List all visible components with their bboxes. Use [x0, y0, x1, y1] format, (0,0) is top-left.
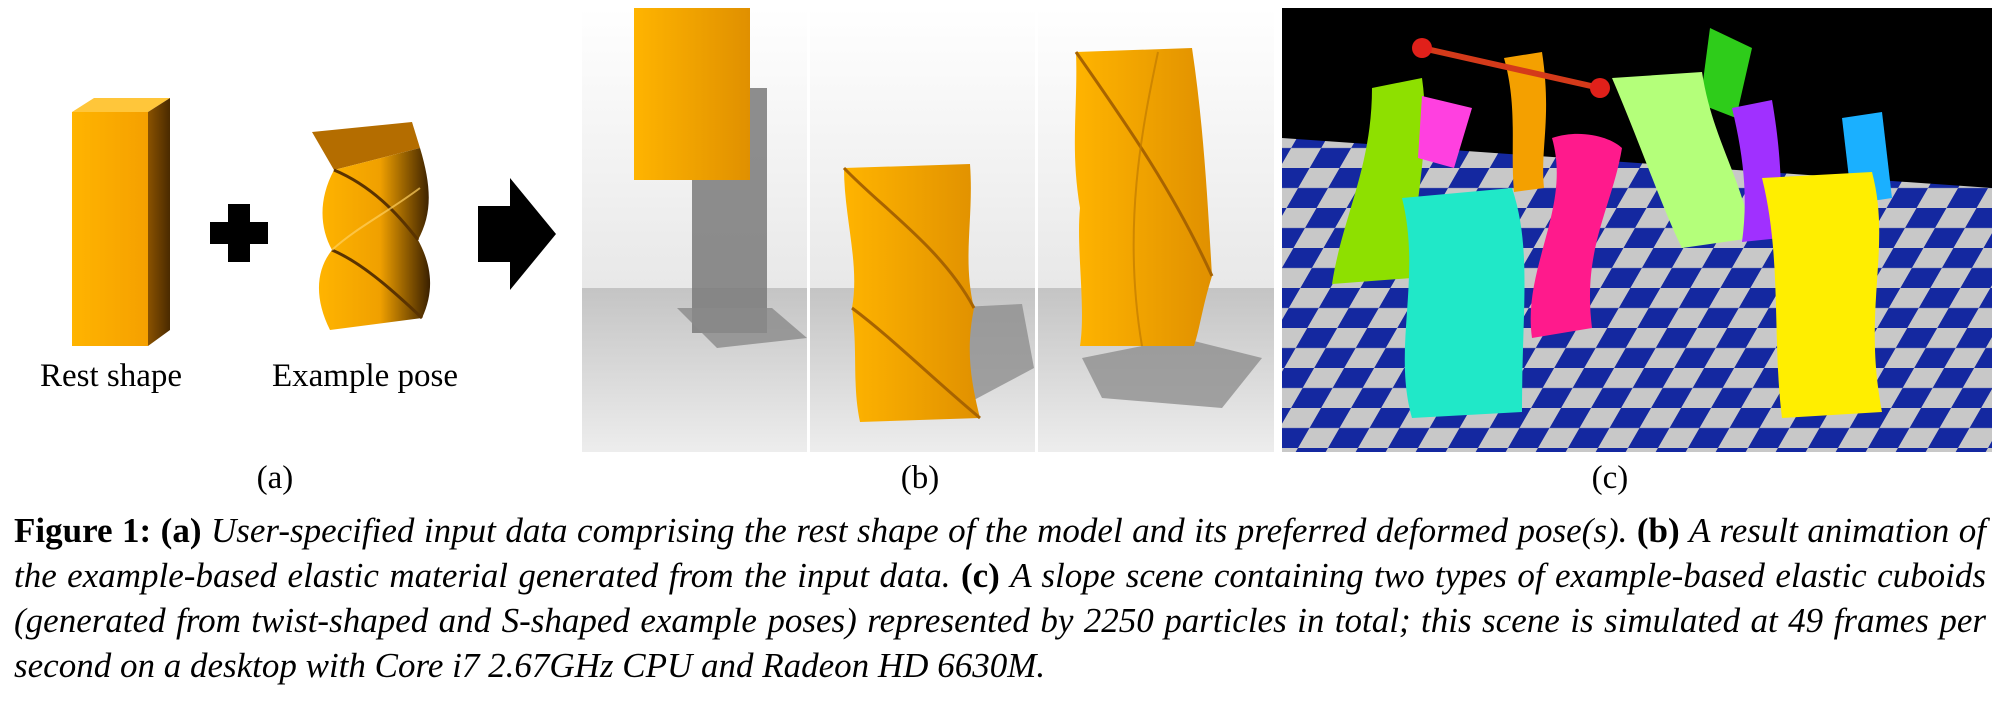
panel-c-illustration: [1282, 8, 1992, 452]
cuboid-teal: [1402, 188, 1525, 418]
drag-handle-end[interactable]: [1590, 78, 1610, 98]
drag-handle-line[interactable]: [1421, 45, 1601, 91]
caption-tag-a: (a): [160, 511, 202, 550]
panel-c: [1282, 8, 1992, 452]
cuboid-light-green: [1612, 72, 1752, 248]
example-pose-cuboid: [312, 122, 431, 330]
rest-shape-label: Rest shape: [40, 358, 183, 394]
figure-label: Figure 1:: [14, 511, 152, 550]
cuboid-lime: [1332, 78, 1425, 284]
subfigure-label-a: (a): [256, 460, 294, 496]
plus-icon: [210, 204, 268, 262]
caption-text-c: A slope scene containing two types of ex…: [14, 556, 1987, 685]
rest-shape-cuboid: [72, 98, 170, 346]
caption-tag-c: (c): [960, 556, 1000, 595]
cuboid-orange: [1504, 52, 1547, 192]
panel-b-illustration: [582, 8, 1274, 452]
caption-tag-b: (b): [1636, 511, 1680, 550]
figure-caption: Figure 1: (a) User-specified input data …: [14, 508, 1986, 688]
drag-handle-start[interactable]: [1412, 38, 1432, 58]
caption-text-b: A result animation of the example-based …: [14, 511, 1986, 595]
caption-text-a: User-specified input data comprising the…: [210, 511, 1628, 550]
subfigure-label-b: (b): [900, 460, 940, 496]
cuboid-yellow: [1762, 172, 1882, 418]
cuboid-pink: [1418, 96, 1472, 168]
example-pose-label: Example pose: [272, 358, 459, 394]
panel-a: Rest shape Example pose: [0, 0, 575, 500]
animation-frame-3: [1038, 8, 1274, 452]
arrow-right-icon: [478, 178, 556, 290]
animation-frame-1: [582, 8, 807, 452]
cuboid-green: [1700, 28, 1752, 118]
subfigure-label-c: (c): [1591, 460, 1629, 496]
panel-b: [582, 8, 1274, 452]
animation-frame-2: [810, 8, 1035, 452]
cuboid-magenta: [1530, 133, 1622, 338]
panel-a-illustration: [72, 98, 556, 346]
